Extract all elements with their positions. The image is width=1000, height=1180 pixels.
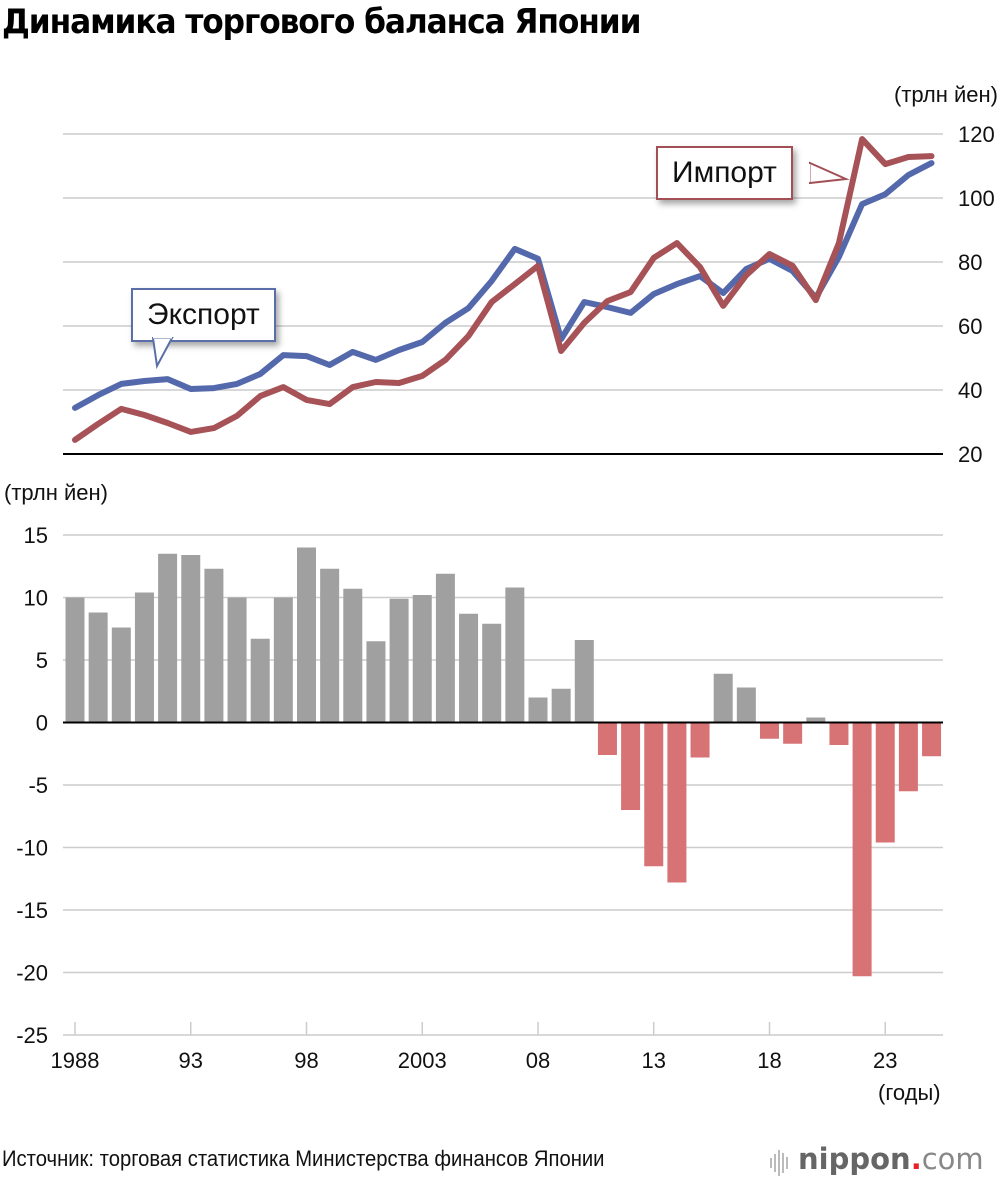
- line-chart-series: [72, 136, 935, 443]
- deficit-bar: [852, 722, 872, 977]
- export-callout: Экспорт: [131, 288, 276, 342]
- deficit-bar: [667, 722, 687, 883]
- bottom-y-tick-label: -5: [28, 773, 48, 798]
- bottom-y-tick-label: -15: [16, 898, 48, 923]
- chart-title: Динамика торгового баланса Японии: [2, 2, 641, 42]
- surplus-bar: [273, 597, 293, 723]
- bottom-y-tick-label: 15: [24, 523, 48, 548]
- surplus-bar: [366, 641, 386, 723]
- deficit-bar: [898, 722, 918, 792]
- deficit-bar: [922, 722, 942, 757]
- bottom-y-tick-label: 5: [36, 648, 48, 673]
- surplus-bar: [389, 598, 409, 723]
- export-callout-label: Экспорт: [147, 298, 260, 331]
- top-y-tick-label: 120: [958, 122, 995, 147]
- surplus-bar: [65, 597, 85, 723]
- logo-bars-icon: [770, 1144, 790, 1178]
- deficit-bar: [829, 722, 849, 745]
- bottom-y-unit-label: (трлн йен): [4, 480, 108, 505]
- surplus-bar: [320, 568, 340, 723]
- surplus-bar: [736, 687, 756, 723]
- surplus-bar: [111, 627, 131, 723]
- x-tick-label: 98: [294, 1048, 318, 1073]
- surplus-bar: [134, 592, 154, 723]
- bottom-y-tick-label: 0: [36, 711, 48, 736]
- bottom-y-tick-label: -25: [16, 1023, 48, 1048]
- surplus-bar: [574, 640, 594, 723]
- surplus-bar: [181, 555, 201, 723]
- top-y-tick-label: 100: [958, 186, 995, 211]
- surplus-bar: [158, 553, 178, 723]
- import-callout-label: Импорт: [672, 156, 777, 189]
- export-line: [72, 160, 935, 411]
- x-tick-label: 2003: [398, 1048, 447, 1073]
- import-callout: Импорт: [656, 146, 793, 200]
- bottom-y-tick-label: -10: [16, 836, 48, 861]
- surplus-bar: [505, 587, 525, 723]
- x-unit-label: (годы): [878, 1080, 941, 1105]
- bottom-y-tick-label: 10: [24, 586, 48, 611]
- surplus-bar: [459, 613, 479, 723]
- surplus-bar: [806, 717, 826, 723]
- surplus-bar: [343, 588, 363, 723]
- source-note: Источник: торговая статистика Министерст…: [2, 1146, 605, 1171]
- x-tick-label: 93: [179, 1048, 203, 1073]
- surplus-bar: [412, 595, 432, 723]
- import-line: [72, 136, 935, 443]
- surplus-bar: [297, 547, 316, 723]
- deficit-bar: [597, 722, 617, 755]
- x-tick-label: 23: [873, 1048, 897, 1073]
- surplus-bar: [204, 568, 224, 723]
- bar-chart-bars: [65, 547, 942, 977]
- bottom-y-tick-label: -20: [16, 961, 48, 986]
- top-y-tick-label: 40: [958, 378, 982, 403]
- surplus-bar: [250, 638, 270, 723]
- nippon-logo: nippon.com: [770, 1142, 984, 1178]
- x-tick-label: 08: [526, 1048, 550, 1073]
- deficit-bar: [621, 722, 641, 810]
- surplus-bar: [551, 688, 571, 723]
- deficit-bar: [875, 722, 895, 843]
- deficit-bar: [690, 722, 710, 758]
- surplus-bar: [713, 673, 733, 723]
- top-y-unit-label: (трлн йен): [894, 82, 998, 107]
- top-y-tick-label: 80: [958, 250, 982, 275]
- surplus-bar: [435, 573, 455, 723]
- bar-chart-grid: 15 10 5 0 -5 -10 -15 -20 -25: [16, 523, 943, 1048]
- top-y-tick-label: 60: [958, 314, 982, 339]
- surplus-bar: [88, 612, 108, 723]
- deficit-bar: [760, 722, 779, 739]
- x-tick-label: 18: [757, 1048, 781, 1073]
- surplus-bar: [482, 623, 502, 723]
- surplus-bar: [528, 697, 548, 723]
- deficit-bar: [783, 722, 803, 744]
- surplus-bar: [227, 597, 247, 723]
- top-y-tick-label: 20: [958, 442, 982, 467]
- x-tick-label: 1988: [51, 1048, 100, 1073]
- bar-chart-axes: 1988 93 98 2003 08 13 18 23: [51, 721, 943, 1073]
- deficit-bar: [644, 722, 664, 867]
- x-tick-label: 13: [642, 1048, 666, 1073]
